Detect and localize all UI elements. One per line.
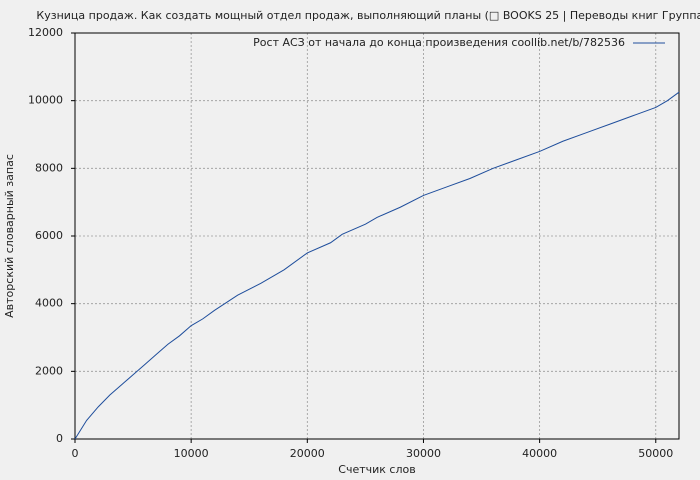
legend-label: Рост АСЗ от начала до конца произведения… bbox=[253, 36, 625, 49]
x-tick-label: 30000 bbox=[406, 447, 441, 460]
y-tick-label: 12000 bbox=[28, 26, 63, 39]
x-axis-label: Счетчик слов bbox=[338, 463, 415, 476]
x-tick-label: 0 bbox=[72, 447, 79, 460]
plot-frame bbox=[74, 32, 680, 440]
x-tick-label: 10000 bbox=[174, 447, 209, 460]
x-tick-label: 50000 bbox=[638, 447, 673, 460]
y-tick-label: 6000 bbox=[35, 229, 63, 242]
chart-title: Кузница продаж. Как создать мощный отдел… bbox=[36, 9, 700, 22]
y-tick-label: 0 bbox=[56, 432, 63, 445]
y-tick-label: 4000 bbox=[35, 297, 63, 310]
x-tick-label: 40000 bbox=[522, 447, 557, 460]
y-tick-label: 10000 bbox=[28, 94, 63, 107]
x-tick-label: 20000 bbox=[290, 447, 325, 460]
y-axis-label: Авторский словарный запас bbox=[3, 154, 16, 318]
y-tick-label: 2000 bbox=[35, 364, 63, 377]
y-tick-label: 8000 bbox=[35, 161, 63, 174]
data-line bbox=[74, 91, 680, 440]
